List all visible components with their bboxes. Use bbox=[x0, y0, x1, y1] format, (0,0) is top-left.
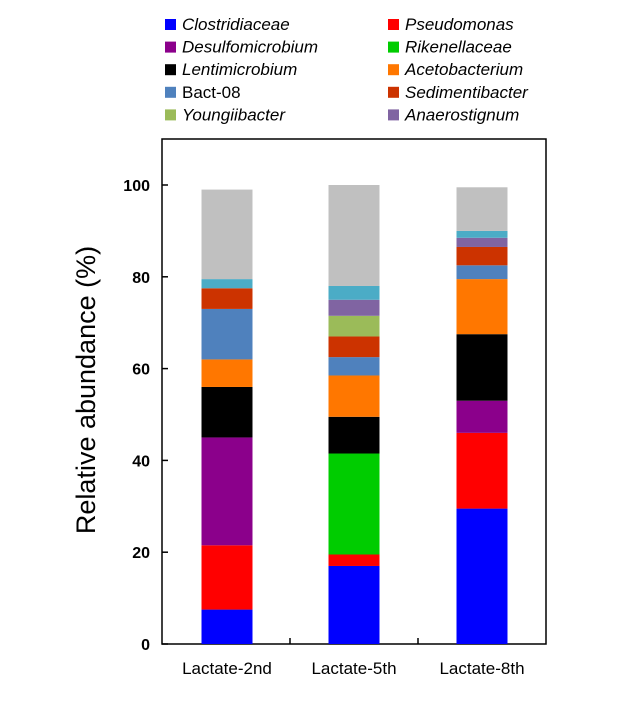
x-axis: Lactate-2nd Lactate-5th Lactate-8th bbox=[182, 638, 525, 678]
y-tick-label: 60 bbox=[132, 362, 150, 379]
y-tick-label: 100 bbox=[123, 178, 150, 195]
bar-segment bbox=[328, 336, 380, 358]
x-tick-label: Lactate-2nd bbox=[182, 659, 272, 678]
bar-segment bbox=[201, 359, 253, 387]
bar-segment bbox=[456, 400, 508, 433]
bar-segment bbox=[456, 334, 508, 401]
bar-segment bbox=[328, 453, 380, 555]
legend-label: Lentimicrobium bbox=[182, 60, 297, 79]
y-tick-label: 80 bbox=[132, 270, 150, 287]
legend-label: Acetobacterium bbox=[404, 60, 523, 79]
bar-segment bbox=[456, 230, 508, 238]
y-tick-label: 0 bbox=[141, 637, 150, 654]
bar-segment bbox=[456, 187, 508, 231]
bar-segment bbox=[328, 315, 380, 337]
x-tick-label: Lactate-8th bbox=[439, 659, 524, 678]
bar-segment bbox=[328, 375, 380, 417]
legend-swatch bbox=[388, 41, 399, 53]
legend-label: Pseudomonas bbox=[405, 15, 514, 34]
legend-swatch bbox=[388, 64, 399, 76]
bar-segment bbox=[201, 609, 253, 644]
legend-label: Bact-08 bbox=[182, 83, 241, 102]
legend-swatch bbox=[388, 109, 399, 121]
y-tick-label: 20 bbox=[132, 545, 150, 562]
bar-segment bbox=[456, 237, 508, 247]
bar-segment bbox=[328, 357, 380, 376]
legend-swatch bbox=[388, 19, 399, 30]
bar-segment bbox=[201, 308, 253, 360]
legend-swatch bbox=[388, 86, 399, 98]
legend-swatch bbox=[165, 64, 176, 76]
bar-segment bbox=[201, 189, 253, 280]
legend-swatch bbox=[165, 109, 176, 121]
legend-label: Desulfomicrobium bbox=[182, 38, 318, 57]
bar-segment bbox=[456, 265, 508, 280]
y-tick-label: 40 bbox=[132, 453, 150, 470]
bar-segment bbox=[456, 508, 508, 644]
legend-label: Rikenellaceae bbox=[405, 38, 512, 57]
legend: Clostridiaceae Pseudomonas Desulfomicrobiu… bbox=[165, 15, 529, 124]
bar-segment bbox=[201, 288, 253, 309]
bar-segment bbox=[201, 279, 253, 289]
bar-segment bbox=[328, 299, 380, 316]
legend-label: Anaerostignum bbox=[404, 105, 519, 124]
legend-label: Sedimentibacter bbox=[405, 83, 529, 102]
legend-label: Clostridiaceae bbox=[182, 15, 290, 34]
bar-segment bbox=[201, 545, 253, 610]
bar-segment bbox=[328, 185, 380, 286]
y-axis-title: Relative abundance (%) bbox=[71, 246, 101, 534]
bar-segment bbox=[328, 416, 380, 454]
legend-label: Youngiibacter bbox=[182, 105, 286, 124]
bars bbox=[201, 185, 508, 644]
y-axis: 0 20 40 60 80 100 bbox=[123, 178, 168, 654]
legend-swatch bbox=[165, 86, 176, 98]
bar-segment bbox=[456, 279, 508, 335]
bar-segment bbox=[201, 437, 253, 546]
bar-segment bbox=[201, 386, 253, 438]
x-tick-label: Lactate-5th bbox=[311, 659, 396, 678]
bar-segment bbox=[328, 285, 380, 300]
legend-swatch bbox=[165, 41, 176, 53]
bar-segment bbox=[456, 246, 508, 266]
bar-segment bbox=[456, 432, 508, 509]
bar-segment bbox=[328, 565, 380, 644]
legend-swatch bbox=[165, 19, 176, 30]
bar-segment bbox=[328, 554, 380, 566]
